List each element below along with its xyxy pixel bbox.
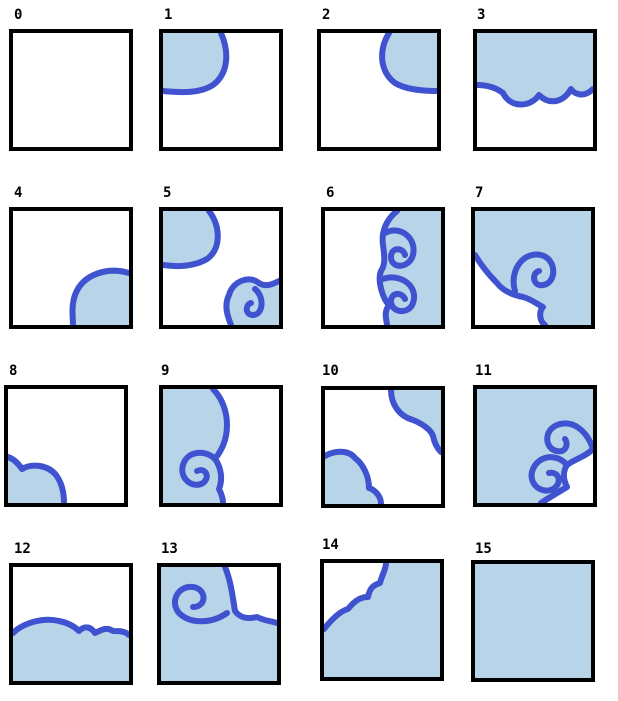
tile-4[interactable] xyxy=(9,207,133,329)
tile-6[interactable] xyxy=(321,207,445,329)
tile-label-7: 7 xyxy=(475,185,484,201)
tile-6-graphic xyxy=(376,211,441,325)
tile-label-3: 3 xyxy=(477,7,486,23)
tile-2[interactable] xyxy=(317,29,441,151)
tile-3-graphic xyxy=(477,33,593,108)
tile-8[interactable] xyxy=(4,385,128,507)
tile-11-graphic xyxy=(477,389,593,503)
tile-label-1: 1 xyxy=(164,7,173,23)
tile-0[interactable] xyxy=(9,29,133,151)
tile-15-graphic xyxy=(475,564,591,678)
tile-2-graphic xyxy=(379,33,437,94)
tile-5-graphic xyxy=(163,211,279,325)
tile-14[interactable] xyxy=(320,559,444,681)
tile-label-4: 4 xyxy=(14,185,23,201)
tile-10[interactable] xyxy=(321,386,445,508)
tile-label-13: 13 xyxy=(161,541,178,557)
tile-15[interactable] xyxy=(471,560,595,682)
tile-10-graphic xyxy=(325,390,441,504)
tile-label-15: 15 xyxy=(475,541,492,557)
tile-13-graphic xyxy=(161,567,277,681)
tile-label-9: 9 xyxy=(161,363,170,379)
tile-8-graphic xyxy=(8,454,67,503)
tile-12-graphic xyxy=(13,616,129,681)
tile-label-8: 8 xyxy=(9,363,18,379)
tile-14-graphic xyxy=(324,563,440,677)
tile-11[interactable] xyxy=(473,385,597,507)
tile-0-graphic xyxy=(13,33,129,147)
tile-label-5: 5 xyxy=(163,185,172,201)
tile-7-graphic xyxy=(475,211,591,325)
tile-9-graphic xyxy=(163,389,230,503)
tile-label-10: 10 xyxy=(322,363,339,379)
tile-label-11: 11 xyxy=(475,363,492,379)
tile-9[interactable] xyxy=(159,385,283,507)
tile-label-2: 2 xyxy=(322,7,331,23)
tile-5[interactable] xyxy=(159,207,283,329)
tile-1[interactable] xyxy=(159,29,283,151)
tile-label-12: 12 xyxy=(14,541,31,557)
tile-12[interactable] xyxy=(9,563,133,685)
tile-4-graphic xyxy=(69,267,129,325)
tile-label-6: 6 xyxy=(326,185,335,201)
tile-3[interactable] xyxy=(473,29,597,151)
tile-1-graphic xyxy=(163,33,230,96)
tile-label-0: 0 xyxy=(14,7,23,23)
tile-label-14: 14 xyxy=(322,537,339,553)
tile-7[interactable] xyxy=(471,207,595,329)
tile-13[interactable] xyxy=(157,563,281,685)
